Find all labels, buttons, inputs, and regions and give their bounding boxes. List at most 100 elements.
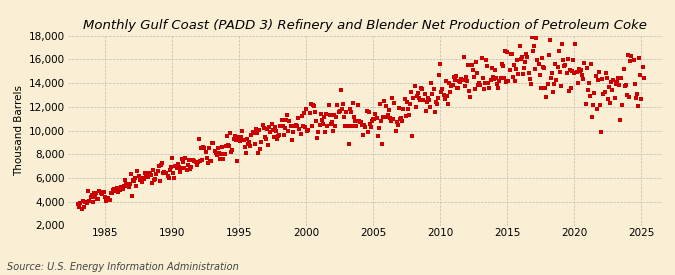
Point (94, 189, 105, 193)
Point (339, 115, 350, 120)
Point (240, 144, 250, 149)
Point (351, 124, 362, 128)
Point (304, 111, 315, 116)
Point (483, 81, 493, 85)
Point (337, 106, 348, 111)
Point (465, 94, 476, 99)
Point (335, 88, 346, 93)
Point (552, 65, 563, 70)
Point (281, 117, 292, 122)
Point (476, 56, 487, 60)
Point (364, 122, 375, 126)
Text: Source: U.S. Energy Information Administration: Source: U.S. Energy Information Administ… (7, 262, 238, 272)
Point (136, 180, 147, 185)
Point (200, 150, 211, 154)
Point (338, 102, 348, 107)
Point (448, 74, 459, 79)
Point (245, 144, 256, 148)
Point (243, 142, 254, 146)
Point (133, 174, 144, 178)
Point (586, 61, 597, 66)
Point (369, 116, 380, 121)
Point (635, 72, 646, 77)
Point (167, 156, 178, 160)
Point (254, 128, 265, 132)
Point (410, 105, 421, 109)
Point (205, 159, 215, 163)
Point (388, 117, 399, 121)
Point (402, 100, 412, 104)
Point (327, 129, 338, 134)
Point (144, 171, 155, 176)
Point (218, 156, 229, 161)
Point (90, 195, 101, 200)
Point (288, 130, 298, 135)
Point (143, 171, 154, 175)
Point (518, 72, 529, 76)
Point (419, 91, 430, 96)
Point (406, 90, 416, 94)
Point (126, 172, 136, 176)
Point (441, 79, 452, 83)
Point (303, 128, 314, 132)
Point (510, 79, 520, 84)
Point (360, 125, 371, 129)
Point (312, 136, 323, 140)
Point (524, 77, 535, 81)
Point (418, 97, 429, 102)
Point (259, 135, 270, 139)
Point (629, 82, 640, 86)
Point (457, 78, 468, 82)
Point (395, 117, 406, 121)
Point (83, 189, 94, 193)
Point (201, 156, 212, 161)
Point (217, 145, 227, 149)
Point (489, 76, 500, 81)
Point (100, 195, 111, 200)
Point (112, 186, 123, 190)
Point (331, 115, 342, 119)
Point (427, 92, 438, 96)
Point (213, 146, 223, 150)
Point (530, 67, 541, 72)
Point (184, 158, 194, 162)
Point (230, 138, 241, 142)
Point (192, 160, 203, 165)
Point (324, 113, 335, 118)
Point (107, 188, 118, 192)
Point (411, 94, 422, 98)
Point (601, 76, 612, 80)
Point (169, 176, 180, 180)
Point (240, 150, 251, 155)
Point (160, 171, 171, 175)
Point (421, 109, 431, 113)
Point (244, 140, 254, 145)
Point (80, 200, 90, 204)
Point (407, 134, 418, 138)
Point (612, 76, 623, 80)
Point (503, 79, 514, 84)
Point (547, 89, 558, 94)
Point (400, 114, 411, 118)
Point (140, 171, 151, 176)
Point (177, 157, 188, 161)
Point (97, 192, 107, 196)
Point (566, 86, 576, 90)
Point (363, 109, 374, 114)
Point (576, 68, 587, 72)
Point (539, 66, 549, 70)
Point (150, 177, 161, 181)
Point (180, 155, 191, 160)
Point (361, 109, 372, 113)
Point (199, 145, 210, 150)
Point (622, 93, 632, 98)
Point (252, 151, 263, 156)
Point (129, 179, 140, 183)
Point (547, 71, 558, 76)
Point (103, 196, 114, 201)
Point (78, 205, 89, 209)
Point (453, 86, 464, 90)
Point (114, 188, 125, 193)
Point (385, 116, 396, 120)
Point (353, 119, 364, 123)
